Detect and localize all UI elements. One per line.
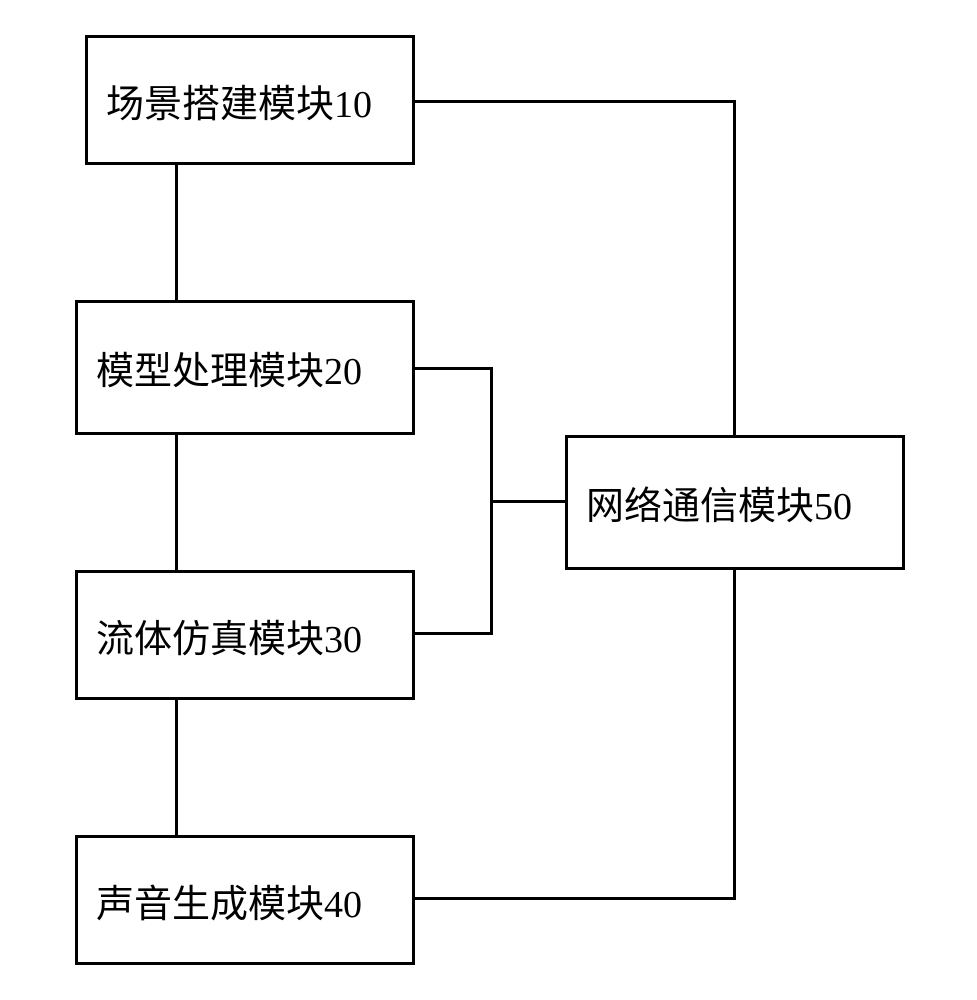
edge-n1-n2 [175,165,178,300]
node-scene-building: 场景搭建模块10 [85,35,415,165]
node-sound-generation: 声音生成模块40 [75,835,415,965]
edge-n1-right [415,100,736,103]
node-label: 流体仿真模块30 [96,608,362,663]
node-label: 网络通信模块50 [586,475,852,530]
node-label: 声音生成模块40 [96,873,362,928]
node-label: 模型处理模块20 [96,340,362,395]
node-network-communication: 网络通信模块50 [565,435,905,570]
edge-trunk-vertical [733,100,736,435]
edge-n5-right [415,897,736,900]
edge-n4-h [415,632,493,635]
edge-n2-h [415,367,493,370]
edge-n4-n5 [175,700,178,835]
node-label: 场景搭建模块10 [106,73,372,128]
node-model-processing: 模型处理模块20 [75,300,415,435]
edge-n2-n4 [175,435,178,570]
node-fluid-simulation: 流体仿真模块30 [75,570,415,700]
edge-trunk-vertical-lower [733,570,736,900]
module-flowchart: 场景搭建模块10 模型处理模块20 流体仿真模块30 声音生成模块40 网络通信… [0,0,977,1000]
edge-mid-to-n3 [490,500,565,503]
